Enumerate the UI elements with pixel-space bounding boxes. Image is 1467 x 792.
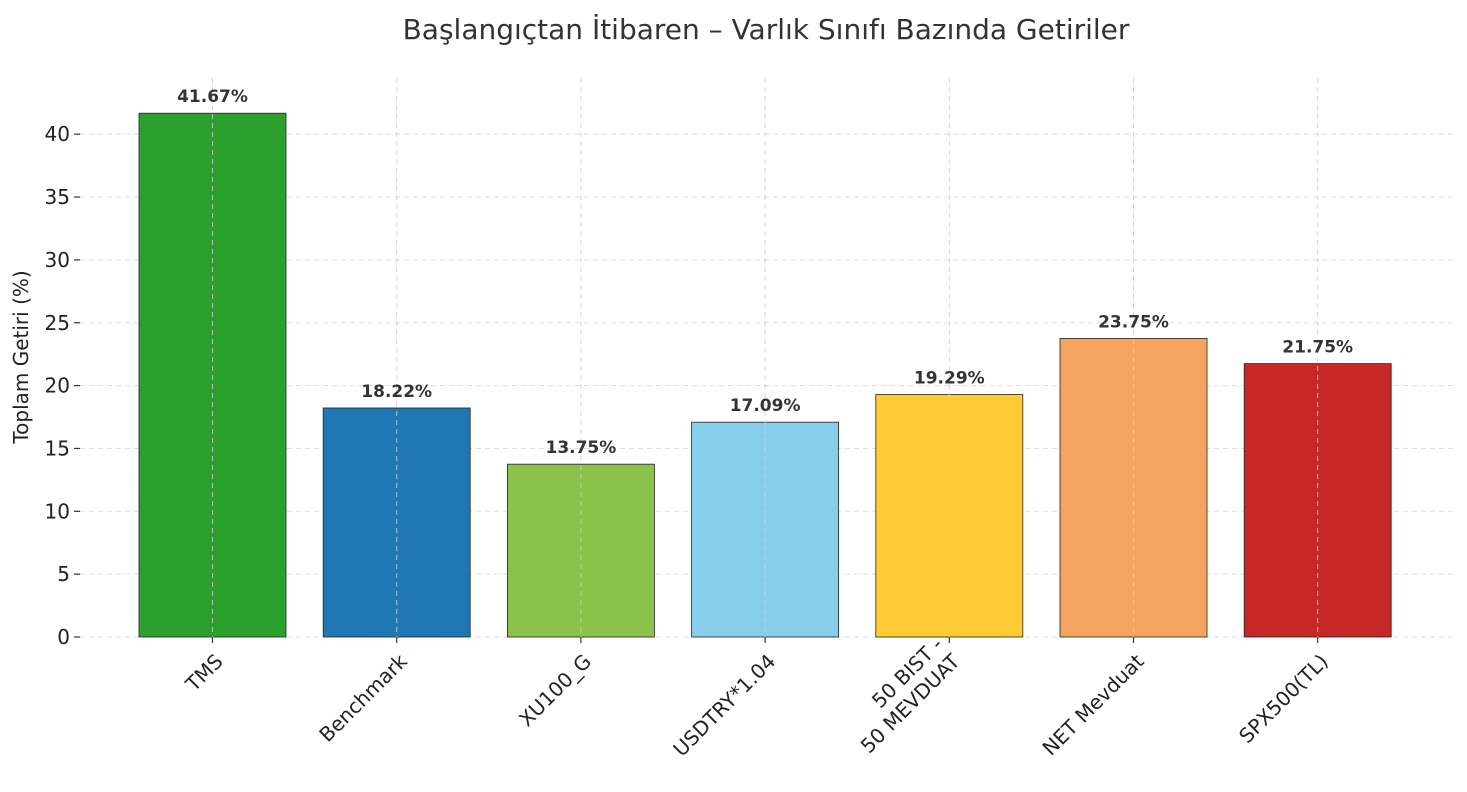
x-tick-line: NET Mevduat — [1038, 649, 1149, 760]
bars — [138, 112, 1392, 638]
x-tick-label: SPX500(TL) — [1234, 649, 1333, 748]
y-tick-label: 40 — [45, 122, 70, 146]
x-tick-line: USDTRY*1.04 — [668, 649, 780, 761]
x-tick-text: 50 BIST -50 MEVDUAT — [839, 632, 965, 758]
chart-title: Başlangıçtan İtibaren – Varlık Sınıfı Ba… — [403, 13, 1130, 46]
x-ticks: TMS Benchmark XU100_G USDTRY*1.04 50 BIST -5… — [180, 632, 1333, 761]
y-axis-label: Toplam Getiri (%) — [9, 270, 33, 444]
data-label: 17.09% — [730, 396, 801, 416]
x-tick-text: SPX500(TL) — [1234, 649, 1333, 748]
x-tick-text: USDTRY*1.04 — [668, 649, 780, 761]
x-tick-label: USDTRY*1.04 — [668, 649, 780, 761]
x-tick-line: TMS — [180, 649, 227, 696]
grid-lines — [80, 133, 1455, 638]
y-tick-label: 10 — [45, 499, 70, 523]
y-tick-label: 15 — [45, 436, 70, 460]
x-tick-label: 50 BIST -50 MEVDUAT — [839, 632, 965, 758]
x-tick-text: XU100_G — [514, 649, 596, 731]
data-label: 41.67% — [177, 87, 248, 107]
y-tick-label: 20 — [45, 374, 70, 398]
x-tick-text: TMS — [180, 649, 227, 696]
y-tick-label: 5 — [57, 562, 70, 586]
x-tick-label: NET Mevduat — [1038, 649, 1149, 760]
bar — [875, 394, 1024, 638]
data-label: 13.75% — [545, 438, 616, 458]
x-tick-line: SPX500(TL) — [1234, 649, 1333, 748]
y-tick-label: 35 — [45, 185, 70, 209]
data-label: 19.29% — [914, 369, 985, 389]
x-tick-line: Benchmark — [314, 649, 412, 747]
y-tick-label: 25 — [45, 311, 70, 335]
data-label: 18.22% — [361, 382, 432, 402]
data-label: 23.75% — [1098, 312, 1169, 332]
x-tick-label: TMS — [180, 649, 227, 696]
y-tick-label: 30 — [45, 248, 70, 272]
value-labels: 41.67% 18.22% 13.75% 17.09% 19.29% 23.75% 21.7… — [177, 87, 1353, 458]
y-tick-label: 0 — [57, 625, 70, 649]
vertical-grid-lines — [212, 78, 1319, 637]
x-tick-text: NET Mevduat — [1038, 649, 1149, 760]
x-tick-label: XU100_G — [514, 649, 596, 731]
y-ticks: 0 5 10 15 20 25 30 35 40 — [45, 122, 80, 649]
x-tick-text: Benchmark — [314, 649, 412, 747]
x-tick-label: Benchmark — [314, 649, 412, 747]
data-label: 21.75% — [1282, 338, 1353, 358]
x-tick-line: XU100_G — [514, 649, 596, 731]
